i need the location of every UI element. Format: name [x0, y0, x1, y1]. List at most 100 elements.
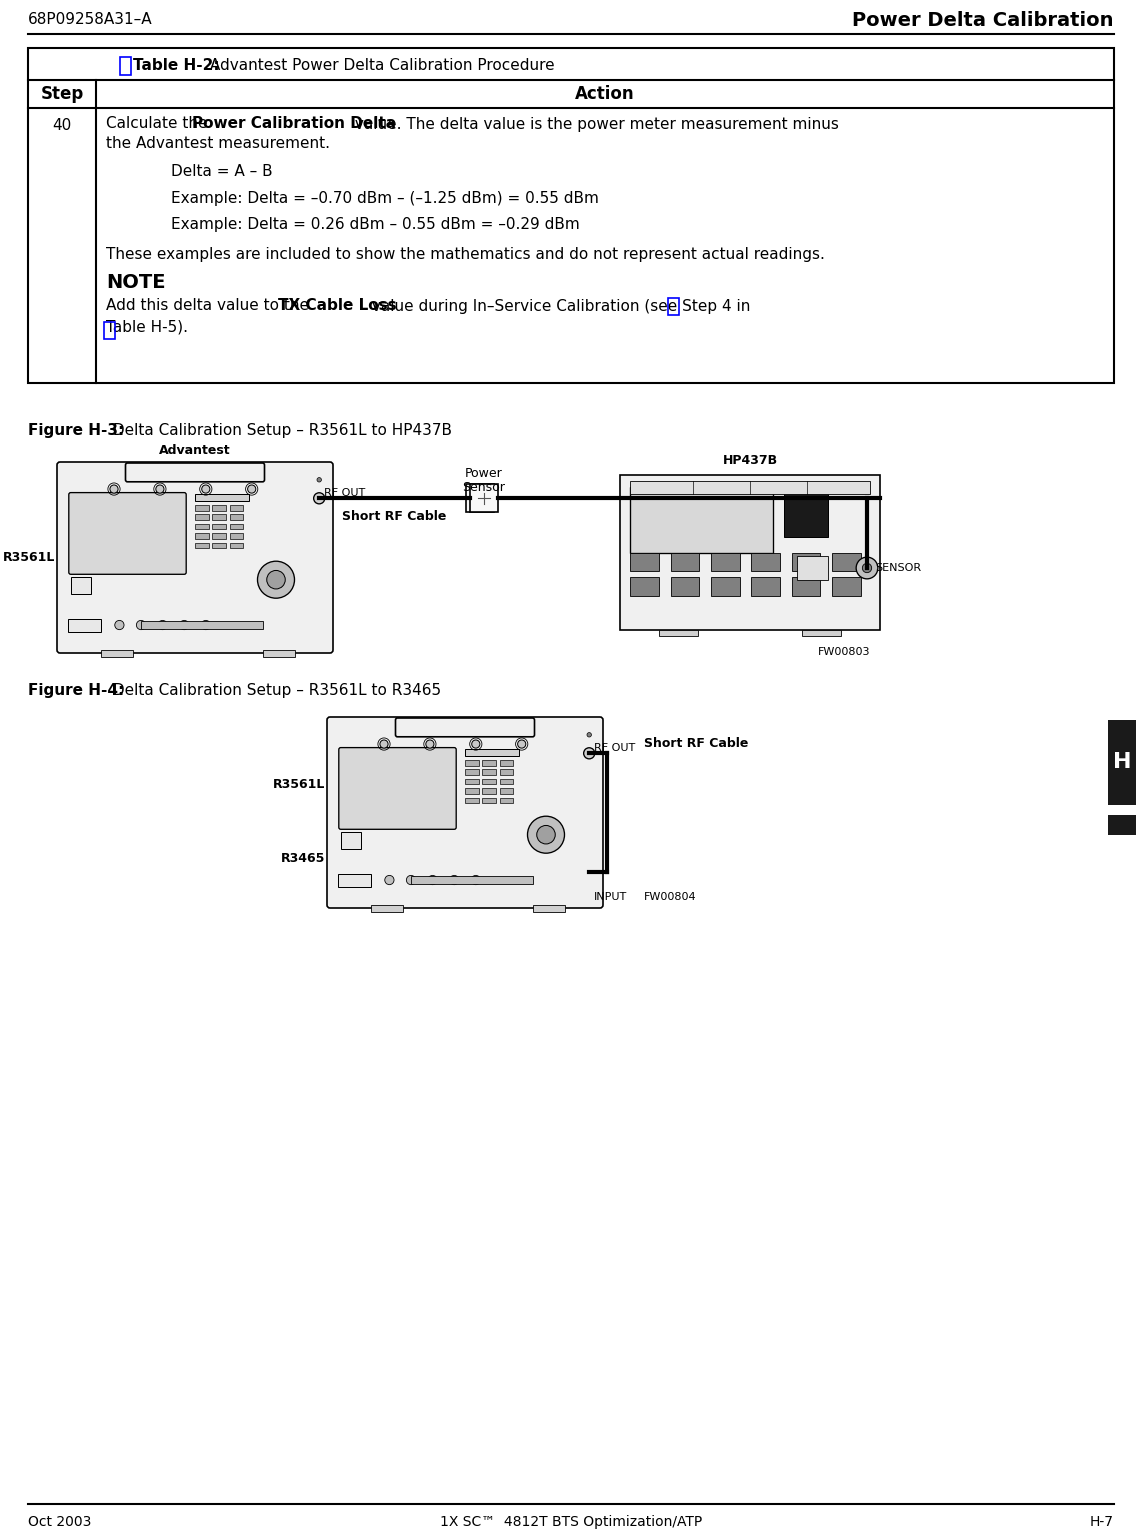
Bar [71, 577, 91, 594]
Text: 1X SC™  4812T BTS Optimization/ATP: 1X SC™ 4812T BTS Optimization/ATP [440, 1515, 702, 1529]
Text: Add this delta value to the: Add this delta value to the [106, 298, 314, 314]
Text: value during In–Service Calibration (see Step 4 in: value during In–Service Calibration (see… [368, 298, 750, 314]
Circle shape [179, 620, 188, 629]
Circle shape [584, 747, 595, 758]
Bar [630, 481, 869, 494]
Bar [499, 769, 513, 775]
Bar [195, 504, 209, 511]
Text: Delta = A – B: Delta = A – B [171, 165, 273, 180]
FancyBboxPatch shape [327, 717, 603, 907]
Text: Table H-5).: Table H-5). [106, 320, 188, 334]
Bar [212, 534, 226, 538]
Bar [831, 577, 861, 595]
Bar [711, 577, 740, 595]
Circle shape [155, 484, 164, 494]
Circle shape [528, 817, 564, 854]
Circle shape [537, 826, 555, 844]
Text: Calculate the: Calculate the [106, 117, 212, 132]
Bar [482, 760, 496, 766]
Text: Delta Calibration Setup – R3561L to HP437B: Delta Calibration Setup – R3561L to HP43… [108, 423, 452, 437]
Bar [630, 577, 659, 595]
Circle shape [472, 740, 480, 747]
Bar [140, 621, 263, 629]
Text: R3561L: R3561L [2, 551, 55, 564]
Bar [659, 631, 698, 637]
Text: NOTE: NOTE [106, 272, 166, 292]
Text: value. The delta value is the power meter measurement minus: value. The delta value is the power mete… [349, 117, 838, 132]
Bar [630, 552, 659, 571]
Circle shape [201, 620, 210, 629]
Bar [465, 778, 478, 784]
Bar [751, 577, 780, 595]
Bar [711, 552, 740, 571]
Bar [668, 298, 678, 315]
Bar [471, 484, 498, 512]
Bar [370, 904, 403, 912]
Bar [29, 48, 1113, 383]
Text: R3561L: R3561L [273, 778, 325, 791]
Text: Figure H-4:: Figure H-4: [29, 683, 124, 698]
FancyBboxPatch shape [395, 718, 534, 737]
Text: Delta Calibration Setup – R3561L to R3465: Delta Calibration Setup – R3561L to R346… [108, 683, 441, 698]
Text: Figure H-3:: Figure H-3: [29, 423, 124, 437]
Bar [465, 789, 478, 794]
Bar [465, 749, 518, 757]
Circle shape [517, 740, 525, 747]
Circle shape [428, 875, 437, 884]
Bar [499, 798, 513, 803]
Bar [100, 651, 132, 657]
Text: FW00803: FW00803 [818, 647, 870, 657]
Bar [466, 484, 494, 512]
Bar [195, 514, 209, 520]
Bar [212, 514, 226, 520]
Bar [670, 552, 699, 571]
Bar [482, 798, 496, 803]
Text: H: H [1112, 752, 1132, 772]
Text: RF OUT: RF OUT [324, 488, 365, 498]
Bar [195, 494, 249, 501]
Text: 40: 40 [53, 118, 72, 134]
Circle shape [257, 561, 295, 598]
Text: SENSOR: SENSOR [875, 563, 922, 574]
Circle shape [450, 875, 459, 884]
Text: Action: Action [576, 85, 635, 103]
Bar [630, 488, 773, 552]
Text: Power Calibration Delta: Power Calibration Delta [192, 117, 396, 132]
Bar [263, 651, 295, 657]
Bar [670, 577, 699, 595]
Text: Advantest Power Delta Calibration Procedure: Advantest Power Delta Calibration Proced… [206, 57, 555, 72]
Circle shape [856, 557, 878, 578]
Circle shape [202, 484, 210, 494]
Circle shape [862, 563, 871, 572]
Bar [411, 877, 532, 884]
Bar [212, 504, 226, 511]
Bar [230, 543, 243, 548]
Bar [104, 321, 115, 338]
Bar [212, 543, 226, 548]
FancyBboxPatch shape [339, 747, 456, 829]
Bar [802, 631, 841, 637]
Text: Short RF Cable: Short RF Cable [644, 737, 748, 751]
Text: the Advantest measurement.: the Advantest measurement. [106, 137, 330, 152]
Bar [465, 760, 478, 766]
Circle shape [158, 620, 167, 629]
Circle shape [385, 875, 394, 884]
Circle shape [110, 484, 118, 494]
Bar [195, 543, 209, 548]
FancyBboxPatch shape [57, 461, 333, 654]
Bar [791, 577, 820, 595]
Circle shape [267, 571, 286, 589]
Circle shape [472, 875, 481, 884]
Bar [1108, 720, 1136, 804]
Text: Power: Power [465, 466, 502, 480]
Bar [797, 555, 828, 580]
Text: These examples are included to show the mathematics and do not represent actual : These examples are included to show the … [106, 246, 825, 261]
FancyBboxPatch shape [126, 463, 265, 481]
Circle shape [136, 620, 146, 629]
Bar [783, 491, 828, 537]
Bar [195, 534, 209, 538]
Bar [482, 789, 496, 794]
Bar [465, 769, 478, 775]
Bar [499, 789, 513, 794]
Circle shape [248, 484, 256, 494]
